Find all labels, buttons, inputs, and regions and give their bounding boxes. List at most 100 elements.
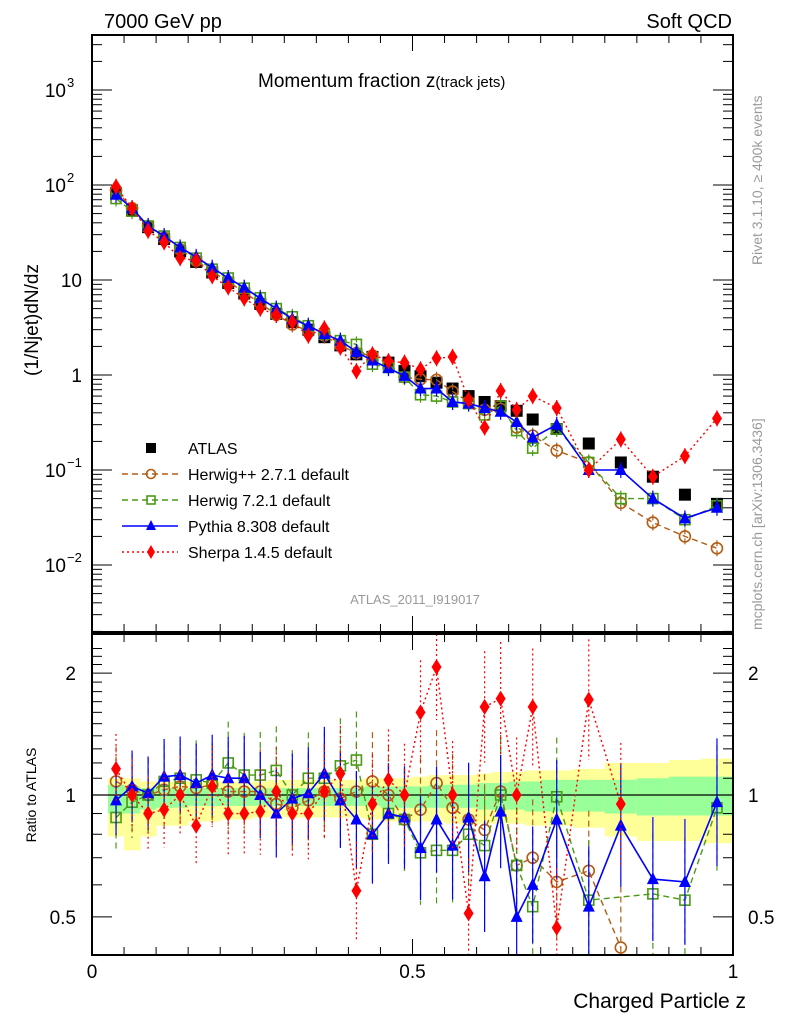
data-point	[238, 280, 251, 293]
ratio-data-point	[415, 704, 426, 721]
data-point	[463, 391, 474, 408]
ratio-data-point	[191, 817, 202, 834]
data-point	[527, 388, 538, 405]
ratio-panel-marks	[109, 634, 723, 955]
ratio-data-point	[303, 805, 314, 822]
series-line	[115, 186, 718, 478]
data-point	[679, 448, 690, 465]
ratio-data-point	[710, 795, 723, 808]
ratio-data-point	[143, 805, 154, 822]
ratio-data-point	[350, 754, 363, 766]
main-ytick-label: 10	[45, 176, 66, 197]
ratio-data-point	[446, 838, 459, 851]
data-point	[447, 348, 458, 365]
ratio-ytick-label: 0.5	[50, 908, 76, 929]
data-point	[615, 431, 626, 448]
ratio-data-point	[335, 765, 346, 782]
data-point	[367, 346, 378, 363]
ratio-data-point	[206, 768, 219, 781]
legend-label: ATLAS	[188, 441, 238, 458]
legend-entry: Herwig 7.2.1 default	[122, 493, 331, 510]
ratio-data-point	[287, 805, 298, 822]
ratio-data-point	[350, 812, 363, 825]
band-inner-bin	[636, 778, 670, 816]
ratio-data-point	[158, 769, 171, 782]
ratio-data-point	[239, 805, 250, 822]
data-point	[206, 260, 219, 273]
ratio-data-point	[551, 919, 562, 936]
main-ytick-label: 1	[71, 366, 82, 387]
data-point	[174, 240, 187, 253]
ratio-ytick-label: 1	[65, 786, 76, 807]
plot-title-sub: (track jets)	[435, 74, 505, 91]
ratio-data-point	[478, 869, 491, 882]
data-point	[678, 530, 692, 543]
data-point	[415, 361, 426, 378]
ratio-series-line	[115, 759, 718, 910]
legend-entry: Sherpa 1.4.5 default	[122, 545, 333, 562]
data-point	[550, 444, 564, 457]
mcplots-label: mcplots.cern.ch [arXiv:1306.3436]	[749, 418, 765, 630]
data-point	[495, 382, 506, 399]
ratio-data-point	[582, 899, 595, 912]
ratio-ytick-label-right: 0.5	[748, 908, 774, 929]
ratio-data-point	[550, 812, 563, 825]
ratio-ytick-label-right: 1	[748, 786, 759, 807]
ratio-data-point	[174, 768, 187, 781]
data-point	[647, 468, 658, 485]
band-inner-bin	[668, 776, 702, 816]
data-point	[207, 268, 218, 285]
ratio-data-point	[399, 787, 410, 803]
data-point	[127, 200, 138, 217]
legend-marker	[146, 520, 156, 530]
data-point	[319, 320, 330, 337]
data-point	[646, 516, 660, 529]
data-point	[271, 306, 282, 323]
ratio-data-point	[431, 659, 442, 676]
data-point	[143, 222, 154, 239]
ratio-data-point	[430, 812, 443, 825]
legend-marker	[146, 443, 156, 453]
band-inner-bin	[572, 779, 606, 812]
legend-marker	[145, 468, 157, 480]
ratio-data-point	[494, 804, 507, 817]
series-sherpa-1-4-5-default	[111, 178, 722, 485]
main-ytick-exponent: −2	[67, 550, 82, 565]
main-ytick-label: 10	[61, 271, 82, 292]
ratio-ylabel: Ratio to ATLAS	[23, 748, 39, 843]
data-point	[711, 410, 722, 427]
data-point	[430, 381, 443, 394]
data-point	[678, 511, 691, 524]
ratio-data-point	[271, 783, 282, 800]
main-panel-marks	[109, 178, 724, 557]
ratio-data-point	[175, 787, 186, 803]
data-point	[287, 314, 298, 331]
legend: ATLAS Herwig++ 2.7.1 default Herwig 7.2.1 …	[122, 441, 350, 562]
data-point	[678, 488, 691, 501]
main-ytick-exponent: 3	[67, 75, 74, 90]
data-point	[478, 400, 491, 413]
ratio-data-point	[302, 786, 315, 799]
ratio-ytick-label-right: 2	[748, 664, 759, 685]
legend-marker	[147, 545, 155, 559]
data-point	[239, 290, 250, 307]
ratio-data-point	[207, 778, 218, 795]
data-point	[550, 417, 563, 430]
ratio-data-point	[646, 872, 659, 885]
main-ytick-exponent: 2	[67, 170, 74, 185]
data-point	[526, 413, 539, 426]
data-point	[222, 270, 235, 283]
analysis-id: ATLAS_2011_I919017	[350, 592, 480, 607]
ratio-ytick-label: 2	[65, 664, 76, 685]
ratio-data-point	[614, 941, 628, 954]
data-point	[479, 419, 490, 436]
data-point	[111, 178, 122, 195]
data-point	[511, 401, 522, 418]
legend-entry: Herwig++ 2.7.1 default	[122, 467, 350, 484]
xtick-label: 0	[87, 962, 98, 983]
ratio-data-point	[479, 698, 490, 715]
ratio-data-point	[334, 793, 347, 806]
data-point	[614, 463, 627, 475]
data-point	[710, 541, 724, 555]
